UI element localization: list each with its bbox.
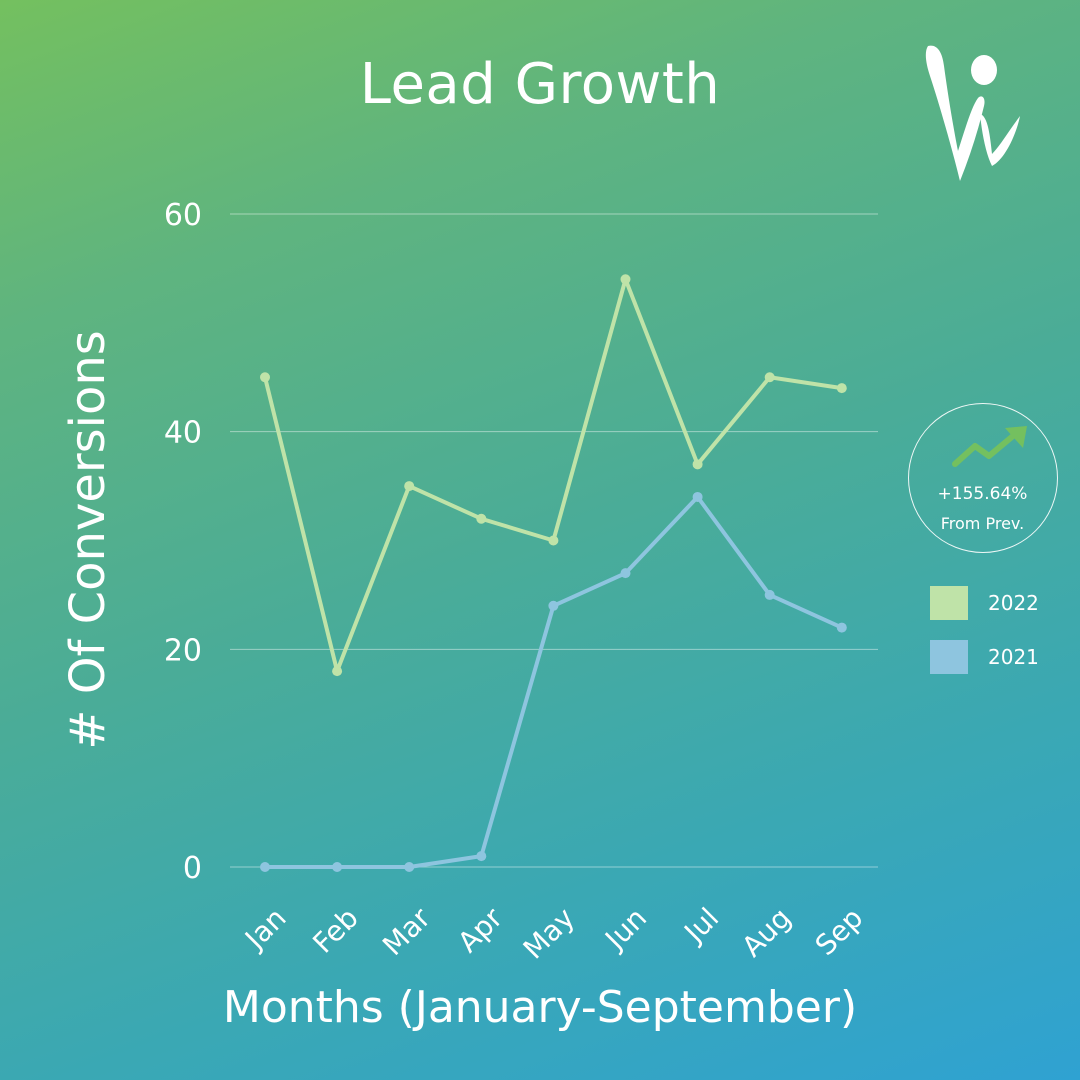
growth-caption: From Prev.: [940, 514, 1025, 533]
x-tick-label: Apr: [451, 901, 509, 959]
trend-up-arrow-icon: [952, 426, 1027, 467]
data-point-2022: [404, 481, 415, 492]
data-point-2021: [404, 862, 415, 872]
data-point-2021: [332, 862, 343, 872]
data-point-2022: [548, 535, 559, 546]
data-point-2022: [620, 274, 631, 285]
data-point-2021: [836, 622, 847, 633]
y-tick-label: 40: [164, 416, 202, 451]
data-point-2022: [764, 372, 775, 383]
series-line-2021: [263, 494, 844, 869]
data-point-2021: [764, 589, 775, 600]
legend-item-2021: 2021: [930, 640, 1039, 674]
y-tick-label: 20: [164, 633, 202, 668]
legend-label-2021: 2021: [988, 645, 1039, 669]
legend-item-2022: 2022: [930, 586, 1039, 620]
y-axis-title: # Of Conversions: [60, 330, 116, 750]
x-tick-label: Jan: [237, 901, 292, 956]
y-tick-labels: 0 20 40 60: [164, 198, 202, 886]
x-tick-label: Jun: [597, 901, 653, 957]
legend-label-2022: 2022: [988, 591, 1039, 615]
data-point-2021: [260, 862, 270, 872]
data-point-2021: [548, 600, 559, 611]
x-tick-labels: Jan Feb Mar Apr May Jun Jul Aug Sep: [237, 901, 869, 966]
data-point-2022: [692, 459, 703, 470]
growth-badge: +155.64% From Prev.: [908, 403, 1058, 553]
data-point-2022: [332, 666, 343, 677]
x-tick-label: Feb: [306, 901, 364, 959]
x-tick-label: Jul: [677, 901, 726, 950]
legend-swatch-2022: [930, 586, 968, 620]
data-point-2021: [620, 568, 631, 579]
data-point-2022: [836, 383, 847, 394]
data-point-2022: [476, 513, 487, 524]
growth-percent: +155.64%: [937, 484, 1028, 504]
x-tick-label: Mar: [376, 901, 437, 962]
x-tick-label: Sep: [809, 901, 870, 962]
x-tick-label: Aug: [735, 901, 797, 963]
legend-swatch-2021: [930, 640, 968, 674]
x-axis-title: Months (January-September): [222, 982, 858, 1033]
x-tick-label: May: [517, 901, 581, 965]
series-lines: [260, 274, 847, 872]
data-point-2021: [692, 491, 703, 502]
data-point-2021: [476, 851, 487, 862]
chart-title: Lead Growth: [359, 52, 721, 117]
data-point-2022: [260, 372, 270, 383]
y-tick-label: 0: [183, 851, 202, 886]
brand-logo-icon: [925, 45, 1020, 182]
y-tick-label: 60: [164, 198, 202, 233]
